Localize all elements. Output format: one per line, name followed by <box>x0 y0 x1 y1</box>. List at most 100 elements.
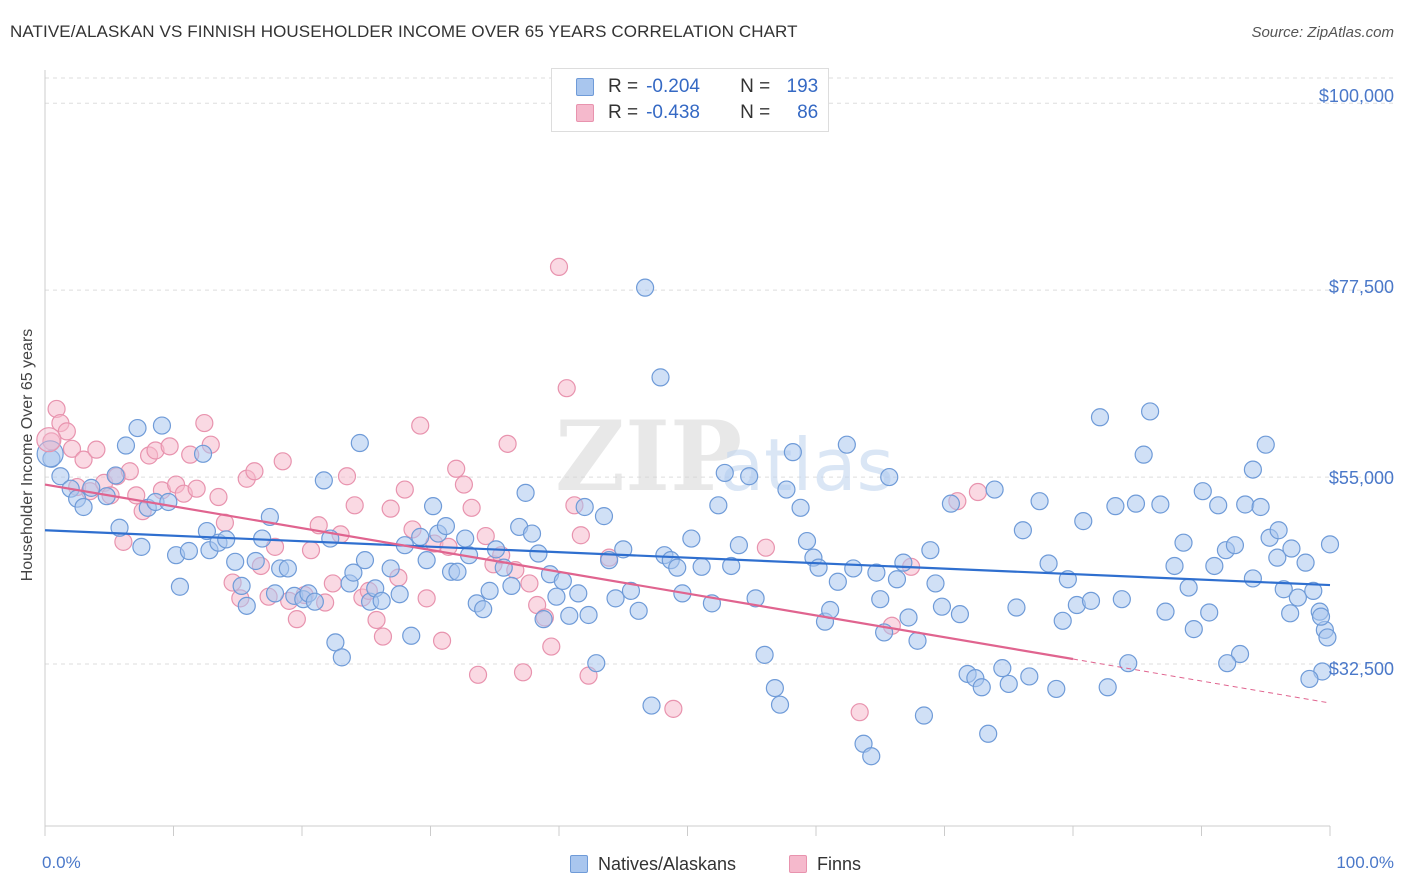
natives-point <box>456 529 475 548</box>
natives-point <box>314 471 333 490</box>
natives-point <box>560 606 579 625</box>
legend-r-label: R = <box>608 76 639 97</box>
natives-swatch <box>576 78 594 96</box>
natives-point <box>1140 402 1160 421</box>
natives-point <box>1013 521 1032 540</box>
natives-point <box>1230 644 1250 664</box>
natives-point <box>1205 556 1224 576</box>
natives-point <box>1269 521 1288 540</box>
natives-point <box>692 557 711 576</box>
y-tick-label-77500: $77,500 <box>1328 277 1394 297</box>
source-label: Source: ZipAtlas.com <box>1251 24 1394 41</box>
finns-point <box>367 610 386 630</box>
natives-point <box>372 591 391 610</box>
natives-point <box>1274 580 1293 599</box>
natives-point <box>629 601 648 620</box>
natives-point <box>106 466 125 485</box>
natives-point <box>197 521 217 541</box>
natives-point <box>417 551 436 570</box>
legend-row-natives: R = -0.204 N = 193 <box>576 75 818 99</box>
finns-point <box>195 413 214 433</box>
natives-point <box>1098 678 1117 697</box>
natives-point <box>791 498 810 517</box>
natives-point <box>740 467 759 486</box>
natives-point <box>237 596 256 615</box>
finns-point <box>756 538 775 557</box>
finns-point <box>381 499 400 518</box>
natives-point <box>1007 598 1026 617</box>
natives-point <box>179 541 199 561</box>
natives-point <box>1090 408 1110 427</box>
natives-point <box>1112 590 1131 609</box>
natives-point <box>871 590 890 609</box>
natives-point <box>1184 620 1203 639</box>
natives-point <box>765 678 784 698</box>
finns-point <box>454 475 474 494</box>
natives-point <box>722 556 741 576</box>
finns-point <box>468 665 488 684</box>
natives-point <box>193 444 213 463</box>
natives-point <box>1179 578 1198 597</box>
natives-point <box>746 589 765 608</box>
bottom-legend-natives: Natives/Alaskans <box>570 852 736 876</box>
finns-point <box>432 631 452 650</box>
natives-point <box>926 574 945 593</box>
finns-point <box>557 379 576 398</box>
natives-point <box>436 516 456 536</box>
legend-n-value: 86 <box>797 102 819 123</box>
finns-point <box>850 703 869 722</box>
natives-point <box>614 540 633 559</box>
natives-point <box>755 645 774 664</box>
natives-point <box>587 654 606 673</box>
finns-swatch <box>576 104 594 122</box>
natives-point <box>844 559 863 578</box>
natives-point <box>621 581 641 600</box>
finns-point <box>62 439 82 458</box>
natives-point <box>932 597 952 616</box>
natives-point <box>1300 669 1319 689</box>
natives-point <box>170 577 190 596</box>
natives-point <box>797 531 817 551</box>
natives-point <box>1288 588 1307 607</box>
finns-point <box>513 663 533 682</box>
natives-point <box>1236 495 1255 514</box>
natives-point <box>1151 495 1170 514</box>
x-tick-label-max: 100.0% <box>1336 853 1394 872</box>
natives-point <box>770 695 790 714</box>
natives-point <box>635 278 655 297</box>
natives-point <box>1251 497 1270 517</box>
finns-point <box>571 526 590 545</box>
natives-point-large <box>36 440 64 468</box>
natives-point <box>600 551 619 570</box>
legend-row-finns: R = -0.438 N = 86 <box>576 101 818 125</box>
finns-point <box>373 627 393 646</box>
natives-point <box>862 747 881 766</box>
natives-point <box>423 497 443 516</box>
natives-point <box>1020 667 1039 686</box>
natives-point <box>999 674 1018 694</box>
natives-point <box>246 551 265 571</box>
natives-point <box>579 605 598 625</box>
natives-point <box>894 553 913 572</box>
natives-point <box>1268 548 1287 567</box>
finns-point <box>209 487 228 507</box>
natives-point <box>522 524 542 543</box>
finns-point <box>968 482 988 502</box>
natives-point <box>837 435 856 454</box>
natives-point <box>305 592 324 611</box>
natives-point <box>569 584 588 603</box>
natives-point <box>344 563 363 582</box>
natives-point <box>1174 533 1193 552</box>
natives-point <box>1106 497 1125 516</box>
natives-point <box>132 537 151 556</box>
finns-point <box>520 574 539 593</box>
watermark-zip: ZIP <box>555 400 742 513</box>
y-tick-label-55000: $55,000 <box>1328 468 1394 488</box>
natives-point <box>651 368 670 387</box>
natives-point <box>226 552 245 571</box>
finns-point <box>447 459 466 478</box>
natives-point <box>880 467 899 487</box>
natives-point <box>783 443 802 462</box>
legend-r-label: R = <box>608 102 639 123</box>
natives-point <box>1126 494 1146 513</box>
